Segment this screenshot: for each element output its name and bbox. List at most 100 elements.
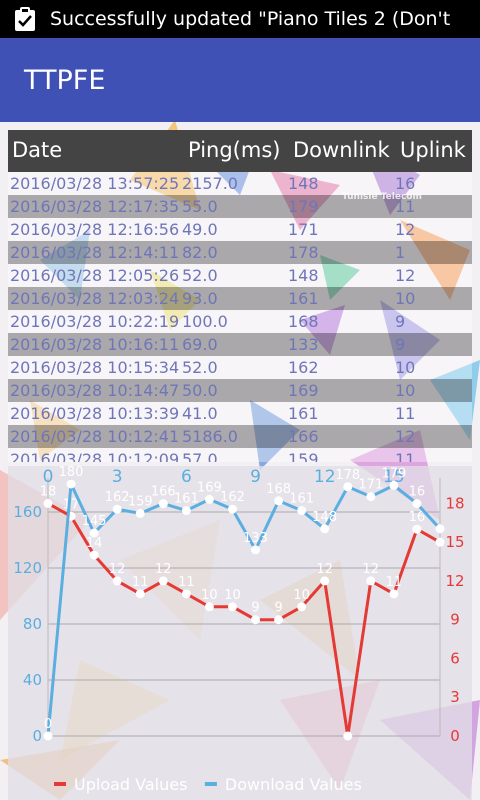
upload-values-value-label: 9 (274, 601, 282, 616)
download-values-value-label: 169 (197, 480, 222, 495)
x-tick-label: 12 (314, 467, 336, 487)
upload-values-value-label: 16 (409, 510, 426, 525)
download-values-point (436, 524, 445, 533)
y-left-tick-label: 40 (23, 671, 42, 689)
cell-uplink: 12 (395, 220, 415, 239)
cell-ping: 82.0 (182, 243, 218, 262)
upload-values-value-label: 12 (109, 562, 126, 577)
cell-date: 2016/03/28 10:16:11 (10, 335, 179, 354)
cell-ping: 69.0 (182, 335, 218, 354)
cell-uplink: 10 (395, 358, 415, 377)
download-values-value-label: 171 (358, 478, 383, 493)
download-values-point (389, 481, 398, 490)
combined-chart: 0 40 80 120 160 0 3 6 9 12 15 18 0 3 6 9 12 15 18 17 14 12 11 1… (8, 466, 472, 800)
x-tick-label: 9 (250, 467, 261, 487)
table-row[interactable]: 2016/03/28 10:13:39 41.0 161 11 (8, 402, 472, 425)
cell-ping: 49.0 (182, 220, 218, 239)
download-values-line (48, 484, 440, 736)
download-values-value-label: 180 (59, 466, 84, 480)
cell-date: 2016/03/28 10:22:19 (10, 312, 179, 331)
table-row[interactable]: 2016/03/28 10:14:47 50.0 169 10 (8, 379, 472, 402)
table-row[interactable]: 2016/03/28 12:14:11 82.0 178 1 (8, 241, 472, 264)
cell-downlink: 161 (288, 404, 319, 423)
cell-uplink: 11 (395, 404, 415, 423)
y-right-tick-label: 6 (450, 649, 460, 667)
download-values-value-label: 162 (105, 490, 130, 505)
x-tick-label: 6 (181, 467, 192, 487)
upload-values-value-label: 11 (178, 575, 195, 590)
cell-downlink: 133 (288, 335, 319, 354)
cell-ping: 41.0 (182, 404, 218, 423)
table-row[interactable]: 2016/03/28 10:12:09 57.0 159 11 (8, 448, 472, 462)
table-row[interactable]: 2016/03/28 10:16:11 69.0 133 9 (8, 333, 472, 356)
upload-values-value-label: 11 (386, 575, 403, 590)
cell-date: 2016/03/28 10:13:39 (10, 404, 179, 423)
cell-uplink: 1 (395, 243, 405, 262)
cell-uplink: 12 (395, 427, 415, 446)
upload-values-value-label: 12 (155, 562, 172, 577)
upload-values-point (90, 551, 99, 560)
download-values-point (205, 495, 214, 504)
app-title: TTPFE (24, 65, 105, 96)
download-values-point (297, 506, 306, 515)
download-values-point (159, 499, 168, 508)
download-values-point (113, 505, 122, 514)
download-values-value-label: 161 (289, 492, 314, 507)
header-downlink: Downlink (293, 138, 390, 162)
cell-date: 2016/03/28 13:57:25 (10, 174, 179, 193)
cell-uplink: 9 (395, 335, 405, 354)
download-values-point (67, 480, 76, 489)
cell-date: 2016/03/28 12:03:24 (10, 289, 179, 308)
cell-downlink: 179 (288, 197, 319, 216)
cell-ping: 100.0 (182, 312, 228, 331)
header-date: Date (12, 138, 62, 162)
cell-date: 2016/03/28 12:14:11 (10, 243, 179, 262)
cell-downlink: 168 (288, 312, 319, 331)
upload-values-value-label: 12 (316, 562, 333, 577)
table-row[interactable]: 2016/03/28 12:16:56 49.0 171 12 (8, 218, 472, 241)
upload-values-value-label: 12 (363, 562, 380, 577)
cell-ping: 52.0 (182, 358, 218, 377)
download-values-point (182, 506, 191, 515)
header-uplink: Uplink (400, 138, 466, 162)
upload-values-legend-swatch (54, 782, 66, 786)
download-values-legend-label: Download Values (225, 775, 362, 794)
download-values-value-label: 133 (243, 531, 268, 546)
download-values-point (366, 492, 375, 501)
y-left-tick-label: 80 (23, 615, 42, 633)
upload-values-point (251, 615, 260, 624)
header-ping: Ping(ms) (188, 138, 280, 162)
upload-values-value-label: 11 (132, 575, 149, 590)
upload-values-value-label: 10 (224, 588, 241, 603)
download-values-value-label: 16 (409, 485, 426, 500)
table-row[interactable]: 2016/03/28 10:15:34 52.0 162 10 (8, 356, 472, 379)
upload-values-point (136, 589, 145, 598)
cell-uplink: 12 (395, 266, 415, 285)
table-row[interactable]: 2016/03/28 12:03:24 93.0 161 10 (8, 287, 472, 310)
y-right-tick-label: 3 (450, 688, 460, 706)
table-row[interactable]: 2016/03/28 10:12:41 5186.0 166 12 (8, 425, 472, 448)
cell-uplink: 11 (395, 450, 415, 462)
download-values-value-label: 145 (82, 514, 107, 529)
cell-downlink: 169 (288, 381, 319, 400)
y-left-tick-label: 120 (13, 559, 42, 577)
cell-ping: 5186.0 (182, 427, 238, 446)
y-left-tick-label: 0 (32, 727, 42, 745)
cell-date: 2016/03/28 12:16:56 (10, 220, 179, 239)
cell-ping: 52.0 (182, 266, 218, 285)
table-row[interactable]: 2016/03/28 12:05:26 52.0 148 12 (8, 264, 472, 287)
y-right-tick-label: 0 (450, 727, 460, 745)
cell-ping: 50.0 (182, 381, 218, 400)
download-values-point (320, 524, 329, 533)
download-values-value-label: 159 (128, 494, 153, 509)
results-table[interactable]: Date Ping(ms) Downlink Uplink 2016/03/28… (8, 130, 472, 462)
table-row[interactable]: 2016/03/28 10:22:19 100.0 168 9 (8, 310, 472, 333)
cell-date: 2016/03/28 12:05:26 (10, 266, 179, 285)
upload-values-point (343, 732, 352, 741)
cell-downlink: 166 (288, 427, 319, 446)
upload-values-point (44, 499, 53, 508)
cell-ping: 57.0 (182, 450, 218, 462)
upload-values-point (366, 576, 375, 585)
download-values-point (251, 545, 260, 554)
upload-values-value-label: 9 (251, 601, 259, 616)
